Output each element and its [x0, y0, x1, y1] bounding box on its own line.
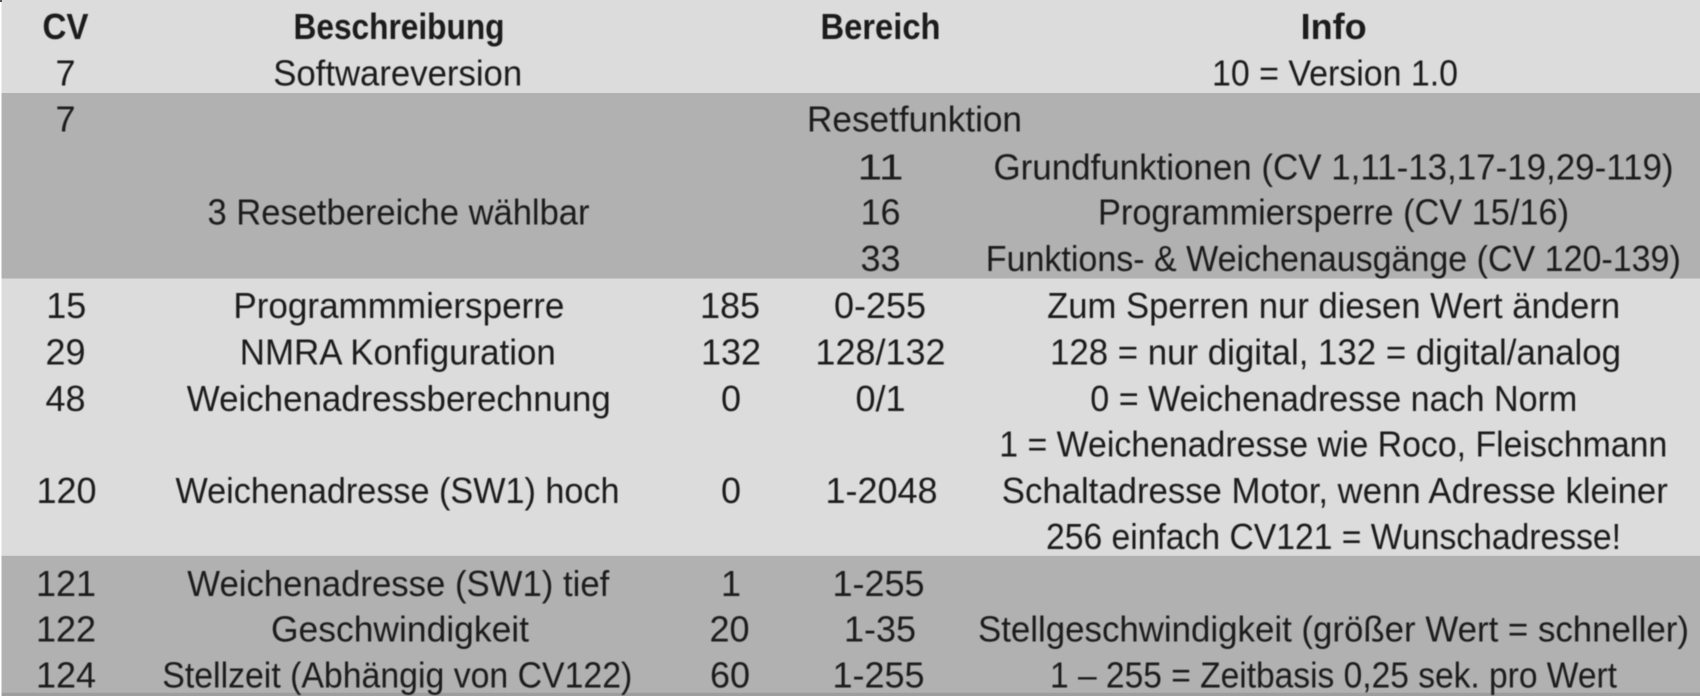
svg-text:7: 7 [55, 99, 75, 140]
svg-text:Grundfunktionen (CV 1,11-13,17: Grundfunktionen (CV 1,11-13,17-19,29-119… [994, 147, 1674, 188]
svg-text:33: 33 [860, 238, 900, 279]
svg-text:124: 124 [36, 655, 96, 696]
svg-text:Weichenadressberechnung: Weichenadressberechnung [187, 378, 611, 419]
svg-text:16: 16 [860, 192, 900, 233]
svg-text:0 = Weichenadresse nach Norm: 0 = Weichenadresse nach Norm [1090, 378, 1577, 419]
svg-text:48: 48 [45, 378, 85, 419]
svg-text:Bereich: Bereich [821, 6, 941, 47]
svg-text:Weichenadresse (SW1) tief: Weichenadresse (SW1) tief [187, 563, 610, 604]
svg-text:0-255: 0-255 [834, 285, 926, 326]
svg-text:11: 11 [858, 147, 904, 188]
svg-text:Beschreibung: Beschreibung [294, 6, 505, 47]
svg-text:NMRA Konfiguration: NMRA Konfiguration [240, 332, 556, 373]
svg-text:1-35: 1-35 [844, 609, 916, 650]
svg-text:Geschwindigkeit: Geschwindigkeit [271, 609, 529, 650]
svg-text:Programmiersperre (CV 15/16): Programmiersperre (CV 15/16) [1098, 192, 1569, 233]
svg-text:Funktions- & Weichenausgänge (: Funktions- & Weichenausgänge (CV 120-139… [986, 238, 1681, 279]
svg-text:7: 7 [55, 53, 75, 94]
svg-text:132: 132 [701, 332, 761, 373]
svg-text:Programmmiersperre: Programmmiersperre [233, 285, 564, 326]
svg-text:Resetfunktion: Resetfunktion [807, 99, 1022, 140]
svg-text:120: 120 [36, 470, 96, 511]
svg-text:0/1: 0/1 [855, 378, 905, 419]
svg-text:121: 121 [36, 563, 96, 604]
svg-text:1-255: 1-255 [832, 655, 924, 696]
svg-text:Schaltadresse Motor, wenn Adre: Schaltadresse Motor, wenn Adresse kleine… [1002, 470, 1668, 511]
svg-text:Stellzeit (Abhängig von CV122): Stellzeit (Abhängig von CV122) [162, 655, 632, 696]
svg-text:Softwareversion: Softwareversion [273, 53, 522, 94]
svg-text:122: 122 [36, 609, 96, 650]
svg-text:Weichenadresse (SW1) hoch: Weichenadresse (SW1) hoch [176, 470, 620, 511]
svg-text:1 – 255 = Zeitbasis 0,25 sek.: 1 – 255 = Zeitbasis 0,25 sek. pro Wert [1050, 655, 1617, 696]
svg-text:1-255: 1-255 [832, 563, 924, 604]
svg-text:CV: CV [43, 6, 89, 47]
svg-text:1-2048: 1-2048 [825, 470, 937, 511]
svg-text:256 einfach CV121 = Wunschadre: 256 einfach CV121 = Wunschadresse! [1046, 516, 1621, 557]
svg-text:20: 20 [709, 609, 749, 650]
svg-text:29: 29 [45, 332, 85, 373]
svg-text:185: 185 [700, 285, 760, 326]
svg-text:Zum Sperren nur diesen Wert än: Zum Sperren nur diesen Wert ändern [1047, 285, 1620, 326]
svg-text:1 = Weichenadresse wie Roco, F: 1 = Weichenadresse wie Roco, Fleischmann [999, 424, 1667, 465]
svg-text:60: 60 [710, 655, 750, 696]
svg-text:0: 0 [721, 470, 741, 511]
svg-text:128 = nur digital, 132 = digit: 128 = nur digital, 132 = digital/analog [1050, 332, 1621, 373]
svg-text:128/132: 128/132 [815, 332, 945, 373]
svg-text:15: 15 [46, 285, 86, 326]
svg-text:3 Resetbereiche wählbar: 3 Resetbereiche wählbar [208, 192, 590, 233]
svg-text:0: 0 [721, 378, 741, 419]
svg-text:Info: Info [1301, 6, 1367, 47]
svg-text:10 = Version 1.0: 10 = Version 1.0 [1212, 53, 1458, 94]
svg-text:1: 1 [721, 563, 741, 604]
svg-text:Stellgeschwindigkeit (größer W: Stellgeschwindigkeit (größer Wert = schn… [978, 609, 1689, 650]
